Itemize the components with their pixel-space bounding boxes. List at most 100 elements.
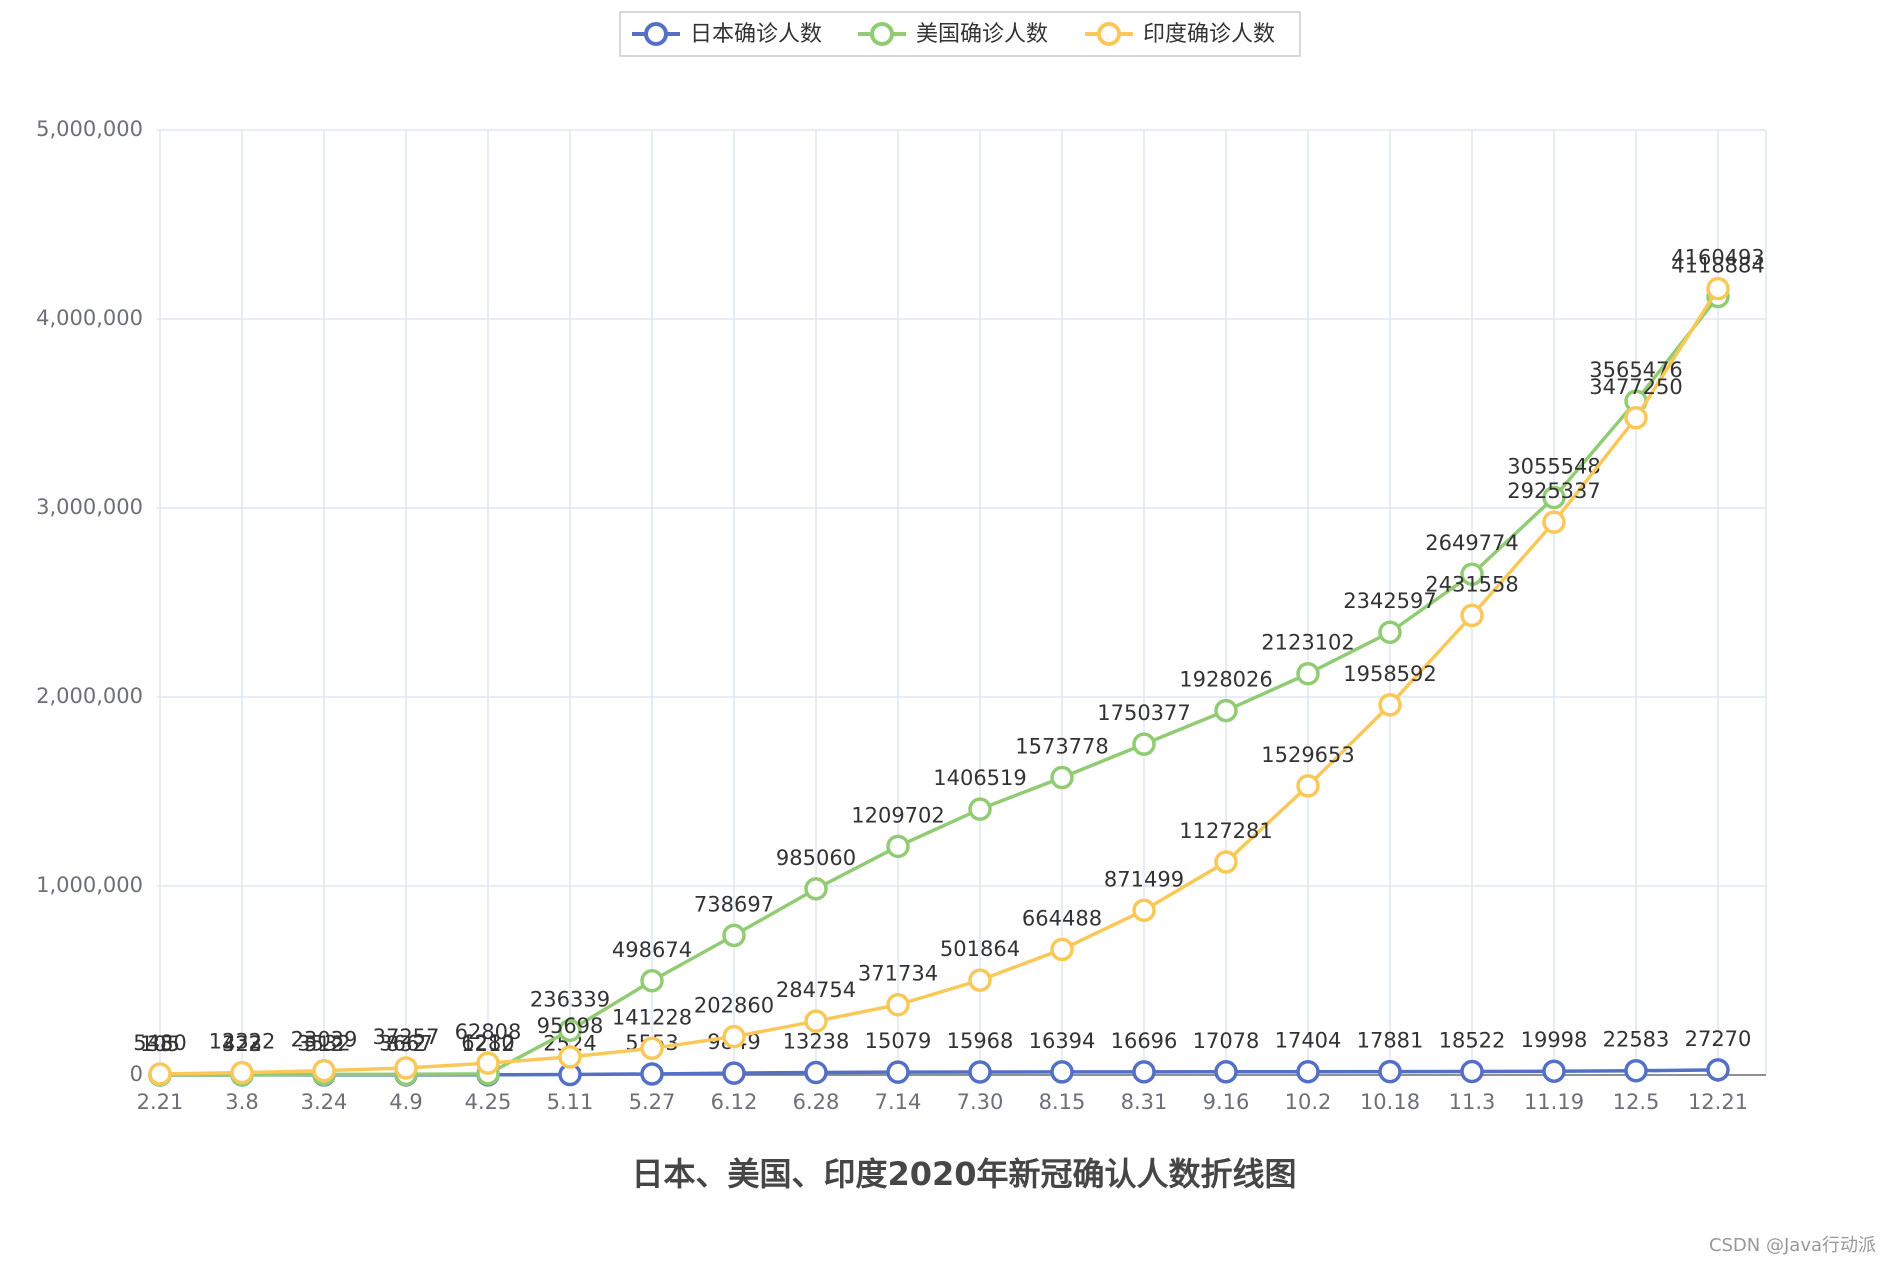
data-label: 1573778 <box>1015 735 1109 759</box>
data-point <box>1296 1059 1320 1084</box>
data-point <box>804 1009 828 1033</box>
x-tick-label: 7.30 <box>957 1090 1004 1114</box>
data-point <box>312 1058 336 1083</box>
series-line <box>159 295 1720 1077</box>
data-point <box>1706 1058 1730 1082</box>
data-label: 3667 <box>379 1031 432 1055</box>
data-point <box>886 992 910 1017</box>
data-point <box>1296 774 1320 798</box>
data-point <box>558 1045 582 1069</box>
data-label: 141228 <box>612 1005 692 1029</box>
x-tick-label: 12.5 <box>1613 1090 1660 1114</box>
data-point <box>722 1061 746 1085</box>
data-point <box>1132 1060 1156 1084</box>
data-label: 1750377 <box>1097 701 1191 725</box>
data-point <box>640 1062 664 1086</box>
data-point <box>1050 765 1074 790</box>
y-tick-label: 5,000,000 <box>36 117 143 141</box>
legend-marker <box>870 22 894 46</box>
data-label: 832 <box>386 1032 426 1056</box>
x-tick-label: 4.25 <box>465 1090 512 1114</box>
x-tick-label: 6.12 <box>711 1090 758 1114</box>
data-point <box>968 1060 992 1084</box>
x-tick-label: 12.21 <box>1688 1090 1748 1114</box>
data-point <box>476 1051 500 1075</box>
x-tick-label: 11.19 <box>1524 1090 1584 1114</box>
data-point <box>886 834 910 859</box>
data-point <box>1214 1060 1238 1084</box>
data-point <box>230 1060 254 1085</box>
data-label: 4118884 <box>1671 254 1765 278</box>
series-line <box>159 287 1720 1076</box>
data-point <box>640 1036 664 1061</box>
data-label: 2123102 <box>1261 631 1355 655</box>
x-tick-label: 8.31 <box>1121 1090 1168 1114</box>
data-label: 16394 <box>1029 1029 1096 1053</box>
data-label: 4160493 <box>1671 246 1765 270</box>
data-point <box>1706 276 1730 301</box>
data-label: 22583 <box>1603 1028 1670 1052</box>
data-label: 202860 <box>694 994 774 1018</box>
data-point <box>1214 698 1238 723</box>
x-tick-label: 6.28 <box>793 1090 840 1114</box>
y-tick-label: 3,000,000 <box>36 495 143 519</box>
data-label: 284754 <box>776 978 856 1002</box>
y-tick-label: 4,000,000 <box>36 306 143 330</box>
data-point <box>722 923 746 948</box>
data-point <box>1296 661 1320 686</box>
data-label: 985060 <box>776 846 856 870</box>
x-tick-label: 7.14 <box>875 1090 922 1114</box>
data-point <box>886 1060 910 1084</box>
data-label: 2342597 <box>1343 589 1437 613</box>
data-label: 322 <box>222 1032 262 1056</box>
data-label: 15968 <box>947 1029 1014 1053</box>
y-tick-label: 1,000,000 <box>36 873 143 897</box>
legend-label: 印度确诊人数 <box>1143 22 1275 47</box>
data-label: 738697 <box>694 892 774 916</box>
data-label: 105 <box>140 1032 180 1056</box>
data-point <box>1214 850 1238 874</box>
data-point <box>1460 1059 1484 1084</box>
y-tick-label: 2,000,000 <box>36 684 143 708</box>
data-label: 3055548 <box>1507 455 1601 479</box>
x-tick-label: 3.8 <box>225 1090 258 1114</box>
data-point <box>394 1056 418 1080</box>
data-label: 3532 <box>297 1031 350 1055</box>
data-label: 2649774 <box>1425 531 1519 555</box>
data-point <box>1460 562 1484 586</box>
data-label: 95698 <box>537 1014 604 1038</box>
data-point <box>640 969 664 993</box>
x-tick-label: 2.21 <box>137 1090 184 1114</box>
x-tick-label: 10.18 <box>1360 1090 1420 1114</box>
data-point <box>148 1062 172 1086</box>
x-tick-label: 11.3 <box>1449 1090 1496 1114</box>
data-label: 17881 <box>1357 1029 1424 1053</box>
data-point <box>722 1024 746 1049</box>
legend-box <box>619 11 1301 57</box>
data-label: 1127281 <box>1179 819 1273 843</box>
x-tick-label: 4.9 <box>389 1090 422 1114</box>
data-point <box>1378 1059 1402 1084</box>
watermark: CSDN @Java行动派 <box>1709 1235 1876 1256</box>
data-label: 37257 <box>373 1025 440 1049</box>
data-point <box>1542 485 1566 510</box>
x-tick-label: 9.16 <box>1203 1090 1250 1114</box>
x-tick-label: 5.11 <box>547 1090 594 1114</box>
data-label: 23039 <box>291 1028 358 1052</box>
data-label: 1928026 <box>1179 668 1273 692</box>
data-label: 27270 <box>1685 1027 1752 1051</box>
data-label: 62808 <box>455 1020 522 1044</box>
data-label: 17404 <box>1275 1029 1342 1053</box>
data-point <box>804 877 828 901</box>
data-point <box>968 797 992 821</box>
data-point <box>1132 732 1156 756</box>
data-label: 501864 <box>940 937 1020 961</box>
data-point <box>1460 603 1484 628</box>
data-point <box>804 1060 828 1085</box>
data-point <box>1050 1060 1074 1084</box>
data-point <box>1624 1058 1648 1083</box>
data-point <box>1624 406 1648 430</box>
data-label: 17078 <box>1193 1029 1260 1053</box>
data-label: 2431558 <box>1425 572 1519 596</box>
